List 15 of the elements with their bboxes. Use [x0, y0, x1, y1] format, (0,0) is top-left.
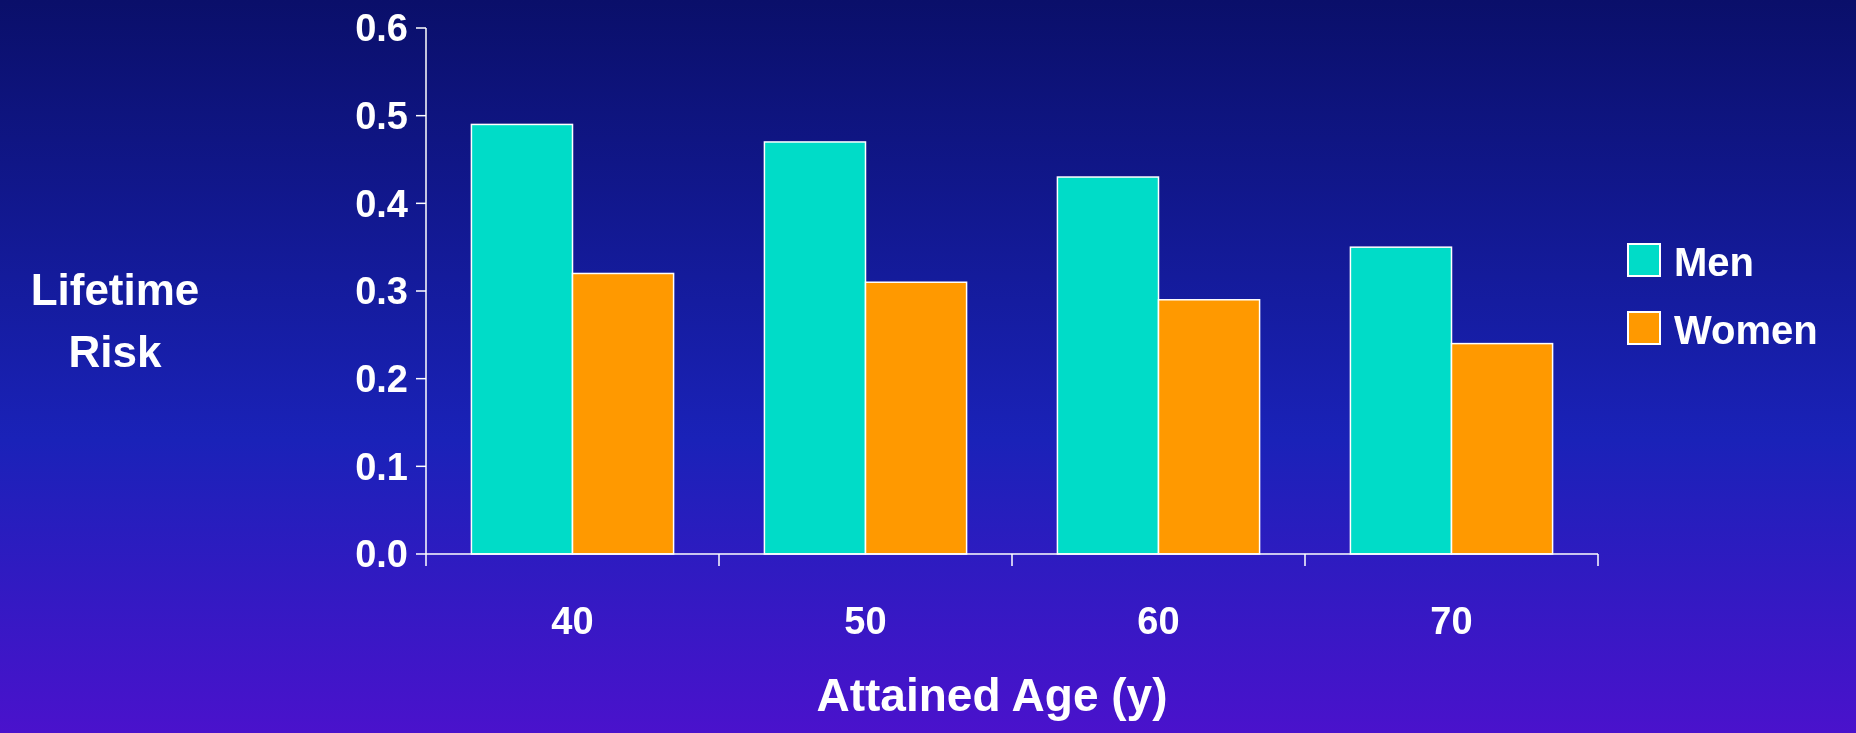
legend-label: Women: [1674, 308, 1818, 352]
y-tick-label: 0.3: [355, 270, 408, 313]
y-tick-label: 0.6: [355, 7, 408, 50]
x-tick-label: 50: [844, 600, 887, 642]
y-tick-label: 0.5: [355, 94, 408, 137]
x-tick-label: 70: [1430, 600, 1473, 642]
x-tick-label: 40: [551, 600, 594, 642]
x-tick-label: 60: [1137, 600, 1180, 642]
y-tick-label: 0.1: [355, 445, 408, 488]
y-axis-title: Lifetime Risk: [30, 265, 200, 376]
y-tick-label: 0.2: [355, 357, 408, 400]
y-tick-label: 0.4: [355, 182, 408, 225]
x-axis-title: Attained Age (y): [816, 669, 1168, 721]
legend-label: Men: [1674, 240, 1754, 284]
y-tick-label: 0.0: [355, 533, 408, 576]
